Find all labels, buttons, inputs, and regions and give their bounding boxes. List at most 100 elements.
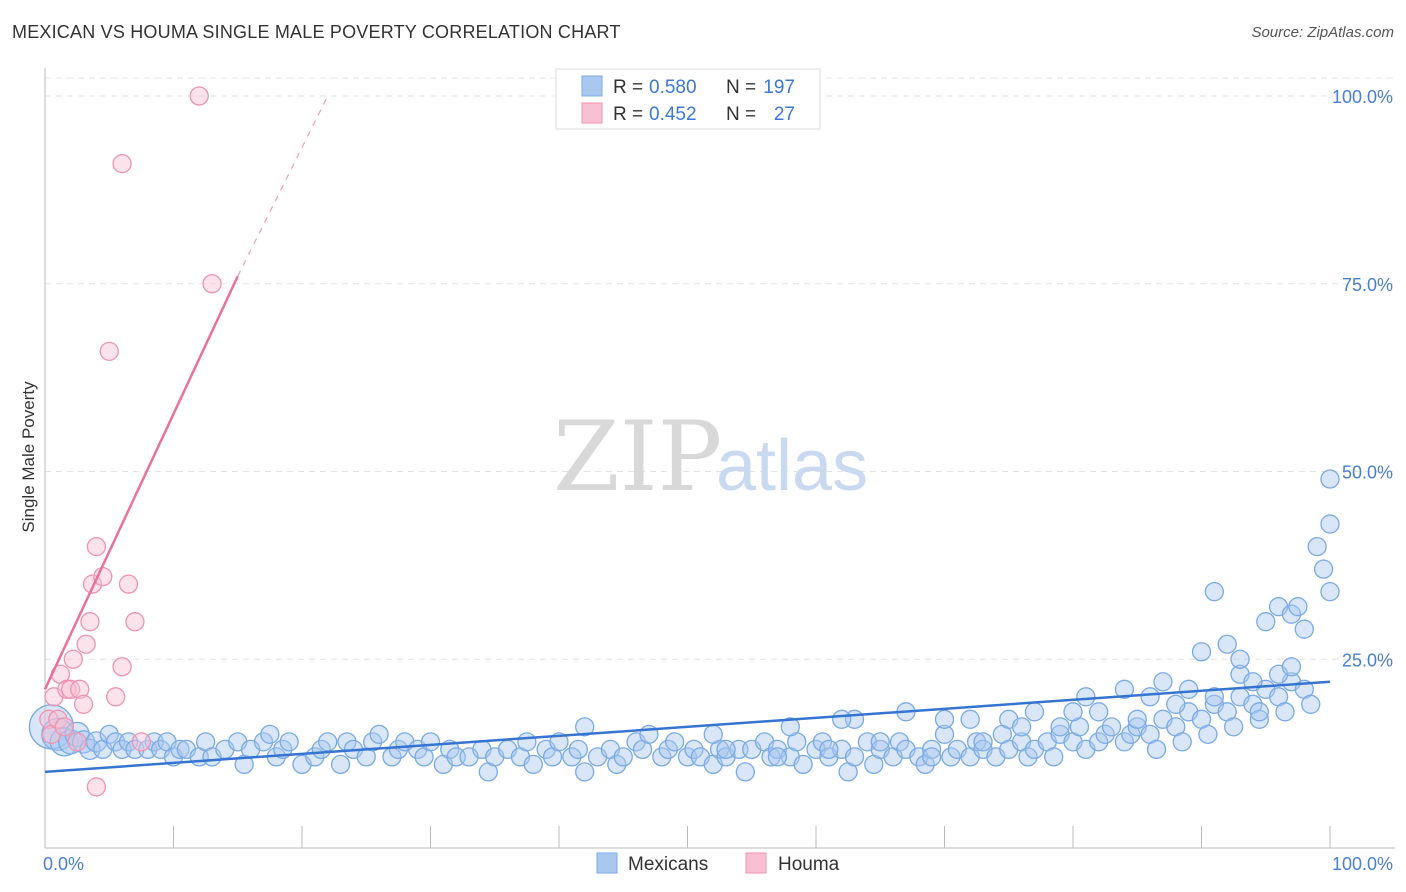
y-tick-label: 75.0% bbox=[1342, 275, 1393, 295]
houma-point bbox=[76, 634, 96, 654]
legend-n-value-houma: 27 bbox=[774, 104, 795, 125]
mexicans-point bbox=[1281, 657, 1302, 677]
legend-r-label-houma: R = bbox=[613, 104, 643, 125]
mexicans-point bbox=[1140, 687, 1160, 707]
mexicans-point bbox=[523, 754, 543, 775]
houma-point bbox=[63, 649, 83, 669]
y-tick-label: 50.0% bbox=[1342, 463, 1393, 483]
mexicans-point bbox=[613, 747, 633, 767]
legend-r-value-mexicans: 0.580 bbox=[649, 77, 697, 98]
houma-point bbox=[189, 86, 209, 106]
mexicans-point bbox=[1230, 649, 1250, 669]
mexicans-point bbox=[934, 709, 955, 729]
mexicans-point bbox=[1153, 672, 1173, 692]
mexicans-point bbox=[1172, 732, 1192, 752]
top-legend: R = 0.580 N = 197 R = 0.452 N = 27 bbox=[555, 68, 821, 130]
mexicans-point bbox=[973, 732, 993, 752]
mexicans-point bbox=[870, 732, 890, 752]
mexicans-point bbox=[966, 732, 987, 752]
mexicans-point bbox=[318, 732, 338, 752]
mexicans-point bbox=[1313, 559, 1334, 579]
mexicans-point bbox=[1275, 702, 1295, 722]
mexicans-point bbox=[1256, 612, 1276, 632]
mexicans-point bbox=[819, 739, 839, 760]
houma-point bbox=[202, 274, 222, 294]
watermark: ZIP atlas bbox=[553, 401, 868, 513]
mexicans-point bbox=[1127, 709, 1147, 729]
mexicans-point bbox=[575, 717, 595, 737]
mexicans-point bbox=[253, 732, 274, 752]
mexicans-point bbox=[420, 732, 441, 752]
houma-point bbox=[70, 679, 90, 699]
legend-r-label-mexicans: R = bbox=[613, 77, 643, 98]
mexicans-point bbox=[1307, 536, 1327, 557]
mexicans-point bbox=[652, 747, 672, 767]
houma-point bbox=[86, 536, 107, 557]
mexicans-point bbox=[780, 717, 800, 737]
mexicans-point bbox=[1294, 619, 1314, 639]
mexicans-point bbox=[99, 724, 119, 744]
mexicans-point bbox=[1249, 709, 1269, 729]
houma-point bbox=[73, 694, 94, 714]
x-tick-label: 0.0% bbox=[43, 854, 84, 874]
mexicans-point bbox=[279, 732, 299, 752]
mexicans-point bbox=[735, 762, 755, 782]
mexicans-point bbox=[1301, 694, 1321, 714]
mexicans-point bbox=[934, 724, 955, 744]
mexicans-point bbox=[1089, 702, 1109, 722]
mexicans-point bbox=[703, 724, 723, 744]
houma-point bbox=[80, 612, 100, 632]
grid bbox=[45, 77, 1395, 660]
mexicans-point bbox=[767, 747, 788, 767]
mexicans-point bbox=[1050, 717, 1070, 737]
mexicans-point bbox=[1011, 717, 1032, 737]
houma-point bbox=[48, 709, 68, 729]
mexicans-point bbox=[1217, 634, 1237, 654]
houma-point bbox=[112, 657, 132, 677]
legend-r-value-houma: 0.452 bbox=[649, 104, 697, 125]
axes bbox=[44, 68, 1395, 849]
mexicans-point bbox=[716, 739, 736, 760]
mexicans-point bbox=[1204, 687, 1224, 707]
mexicans-point bbox=[1044, 747, 1064, 767]
mexicans-point bbox=[388, 739, 409, 760]
mexicans-point bbox=[1101, 717, 1122, 737]
mexicans-point bbox=[658, 739, 678, 760]
mexicans-point bbox=[369, 724, 389, 744]
mexicans-point bbox=[1076, 687, 1096, 707]
mexicans-point bbox=[1018, 747, 1038, 767]
mexicans-point bbox=[1320, 514, 1340, 534]
tick-labels: 25.0% 50.0% 75.0% 100.0% 0.0% 100.0% bbox=[43, 87, 1393, 874]
y-tick-label: 100.0% bbox=[1332, 87, 1393, 107]
mexicans-point bbox=[761, 747, 781, 767]
houma-trend-extension bbox=[237, 95, 329, 277]
houma-point bbox=[67, 732, 87, 752]
mexicans-point bbox=[1089, 732, 1109, 752]
x-tick-label: 100.0% bbox=[1332, 854, 1393, 874]
houma-point bbox=[54, 717, 74, 737]
legend-swatch-mexicans bbox=[581, 75, 603, 97]
mexicans-point bbox=[793, 754, 813, 775]
mexicans-point bbox=[1288, 597, 1308, 617]
mexicans-point bbox=[517, 732, 537, 752]
mexicans-point bbox=[562, 747, 582, 767]
mexicans-point bbox=[832, 709, 852, 729]
mexicans-point bbox=[684, 739, 704, 760]
mexicans-point bbox=[1179, 679, 1199, 699]
legend-n-label-mexicans: N = bbox=[726, 77, 756, 98]
mexicans-point bbox=[1223, 717, 1244, 737]
mexicans-point bbox=[170, 739, 190, 760]
mexicans-point bbox=[1191, 642, 1212, 662]
mexicans-point bbox=[260, 724, 280, 744]
watermark-atlas: atlas bbox=[716, 426, 868, 506]
points bbox=[28, 86, 1340, 797]
houma-trend-line bbox=[43, 275, 239, 690]
mexicans-point bbox=[922, 739, 942, 760]
houma-point bbox=[131, 732, 152, 752]
bottom-legend-label-houma: Houma bbox=[778, 854, 840, 875]
mexicans-point bbox=[607, 754, 627, 775]
bottom-legend-label-mexicans: Mexicans bbox=[628, 854, 708, 875]
mexicans-point bbox=[1063, 702, 1083, 722]
mexicans-point bbox=[1114, 679, 1135, 699]
